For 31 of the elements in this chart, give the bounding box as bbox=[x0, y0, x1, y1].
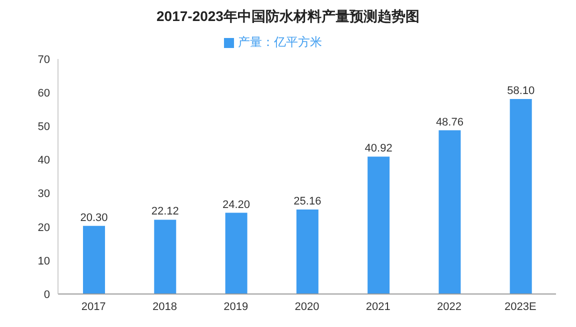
x-tick-label: 2021 bbox=[366, 300, 390, 313]
y-tick-label: 0 bbox=[44, 288, 50, 301]
data-label: 22.12 bbox=[151, 206, 179, 218]
data-label: 40.92 bbox=[364, 142, 392, 155]
bar bbox=[368, 156, 390, 294]
y-tick-label: 30 bbox=[38, 188, 50, 200]
y-tick-label: 60 bbox=[38, 87, 50, 100]
bar bbox=[154, 220, 176, 294]
data-label: 25.16 bbox=[294, 196, 322, 208]
x-tick-label: 2019 bbox=[224, 300, 248, 313]
x-tick-label: 2020 bbox=[294, 300, 320, 313]
bar bbox=[83, 226, 105, 294]
bar bbox=[296, 210, 318, 294]
y-tick-label: 40 bbox=[38, 154, 50, 167]
x-tick-label: 2023E bbox=[504, 300, 536, 313]
y-tick-label: 20 bbox=[38, 222, 50, 234]
y-tick-label: 50 bbox=[38, 121, 50, 134]
data-label: 58.10 bbox=[507, 84, 535, 97]
x-tick-label: 2017 bbox=[81, 300, 106, 313]
bar bbox=[510, 98, 532, 294]
y-tick-label: 10 bbox=[38, 255, 50, 268]
x-tick-label: 2018 bbox=[152, 300, 177, 313]
bar bbox=[438, 130, 461, 294]
chart-title: 2017-2023年中国防水材料产量预测趋势图 bbox=[156, 7, 420, 26]
legend-label: 产量：亿平方米 bbox=[238, 35, 322, 49]
data-label: 20.30 bbox=[80, 212, 108, 224]
data-label: 48.76 bbox=[436, 116, 464, 128]
x-tick-label: 2022 bbox=[437, 300, 462, 313]
data-label: 24.20 bbox=[222, 198, 250, 211]
bar bbox=[225, 212, 248, 294]
y-tick-label: 70 bbox=[38, 54, 50, 66]
